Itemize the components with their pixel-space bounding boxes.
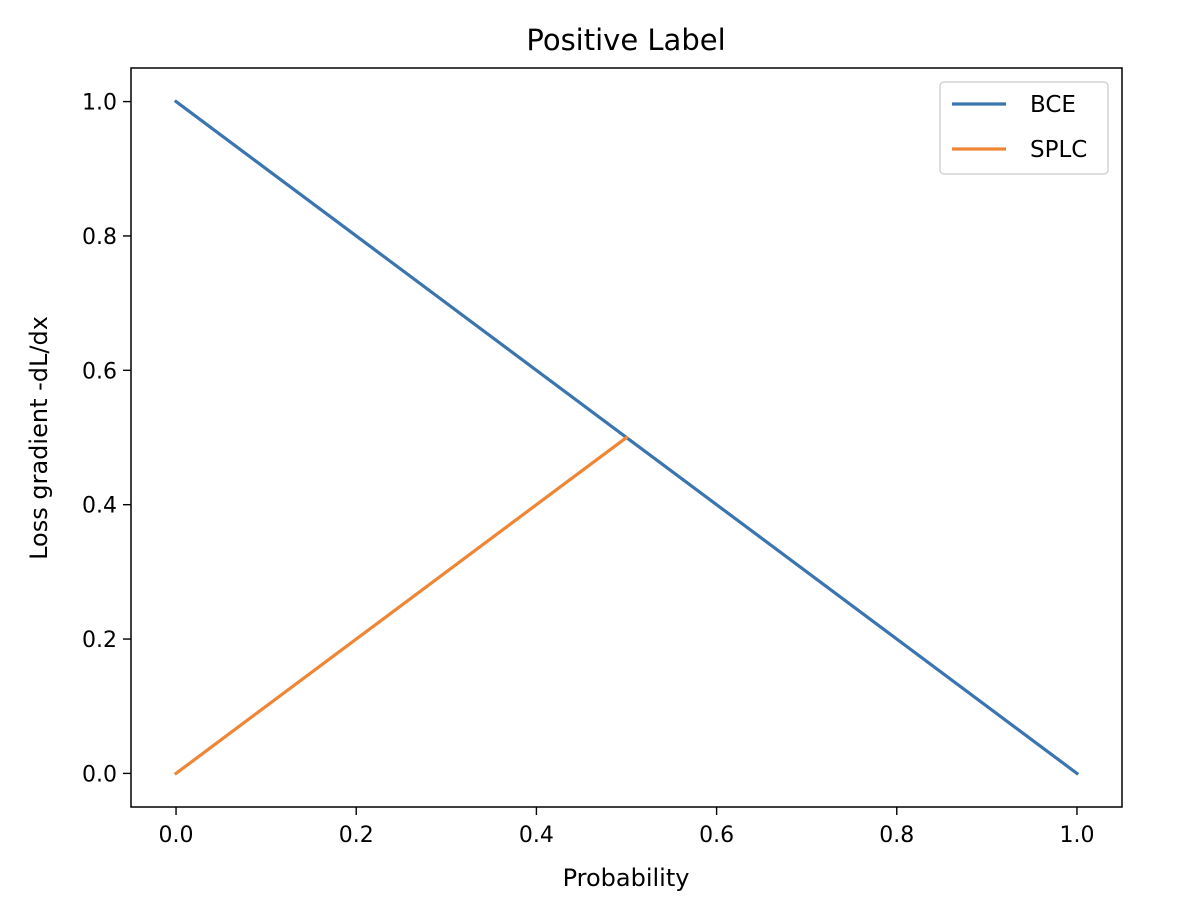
y-tick-label: 0.0: [82, 762, 117, 787]
y-tick-label: 0.6: [82, 359, 117, 384]
y-tick-label: 0.2: [82, 628, 117, 653]
series-lines: [173, 99, 1080, 776]
x-tick-label: 0.2: [339, 823, 374, 848]
y-tick-label: 0.8: [82, 225, 117, 250]
y-axis-label: Loss gradient -dL/dx: [25, 316, 53, 560]
x-tick-label: 0.4: [519, 823, 554, 848]
legend: BCE SPLC: [939, 81, 1109, 175]
y-tick-label: 1.0: [82, 91, 117, 116]
x-tick-label: 0.6: [699, 823, 734, 848]
legend-label-bce: BCE: [1030, 92, 1076, 118]
chart-title: Positive Label: [526, 23, 725, 57]
series-line-splc: [173, 435, 629, 776]
x-axis-label: Probability: [563, 864, 690, 892]
x-tick-label: 1.0: [1059, 823, 1094, 848]
x-tick-label: 0.8: [879, 823, 914, 848]
x-tick-label: 0.0: [159, 823, 194, 848]
plot-frame: [130, 67, 1123, 808]
y-axis-ticks: 0.0 0.2 0.4 0.6 0.8 1.0: [82, 91, 131, 787]
x-axis-ticks: 0.0 0.2 0.4 0.6 0.8 1.0: [159, 807, 1094, 848]
legend-label-splc: SPLC: [1030, 137, 1087, 163]
y-tick-label: 0.4: [82, 494, 117, 519]
